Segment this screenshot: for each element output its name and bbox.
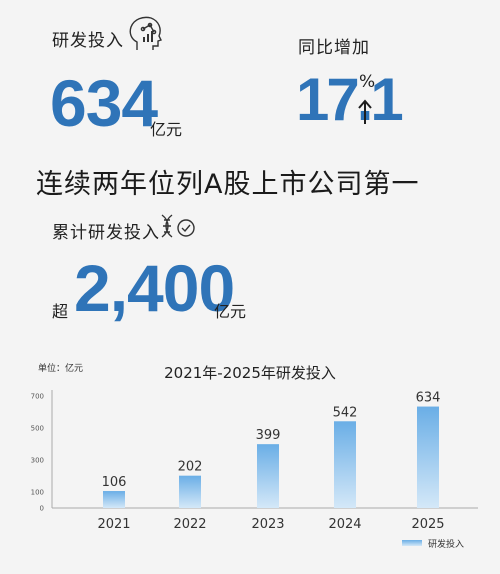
bar-chart: 0 100 300 500 700 106 202 399 542 634 2021 2022 20…	[31, 390, 478, 550]
x-tick-label: 2025	[411, 517, 444, 532]
bar-2023	[257, 444, 279, 508]
chart-unit-label: 单位：亿元	[38, 364, 84, 374]
chart-title: 2021年-2025年研发投入	[164, 364, 336, 382]
cumulative-prefix: 超	[52, 302, 69, 321]
rd-unit: 亿元	[150, 120, 183, 139]
bar-2022	[179, 475, 201, 508]
x-tick-label: 2024	[328, 517, 361, 532]
yoy-unit: %	[359, 72, 376, 92]
up-arrow-icon	[358, 99, 372, 124]
rd-value: 634	[50, 66, 158, 140]
bar-value-label: 399	[256, 428, 281, 443]
rd-label: 研发投入	[52, 31, 124, 51]
bar-value-label: 634	[416, 391, 441, 406]
bar-value-label: 202	[178, 460, 203, 475]
bar-2021	[103, 491, 125, 508]
cumulative-unit: 亿元	[214, 302, 247, 321]
y-tick-label: 700	[31, 393, 44, 401]
legend-label: 研发投入	[428, 538, 464, 550]
y-tick-label: 100	[31, 489, 44, 497]
legend-swatch	[402, 540, 422, 546]
dna-check-icon	[161, 214, 195, 238]
bar-value-label: 542	[333, 405, 358, 420]
x-tick-label: 2022	[173, 517, 206, 532]
bar-2024	[334, 421, 356, 508]
headline: 连续两年位列A股上市公司第一	[36, 169, 420, 200]
x-tick-label: 2021	[97, 517, 130, 532]
x-tick-label: 2023	[251, 517, 284, 532]
cumulative-label: 累计研发投入	[52, 223, 160, 243]
cumulative-value: 2,400	[74, 251, 235, 325]
y-tick-label: 0	[40, 505, 44, 513]
yoy-value: 17.1	[296, 66, 404, 133]
yoy-label: 同比增加	[298, 38, 370, 58]
bar-2025	[417, 406, 439, 508]
bar-value-label: 106	[102, 475, 127, 490]
y-tick-label: 300	[31, 457, 44, 465]
y-tick-label: 500	[31, 425, 44, 433]
ai-head-icon	[129, 16, 162, 50]
